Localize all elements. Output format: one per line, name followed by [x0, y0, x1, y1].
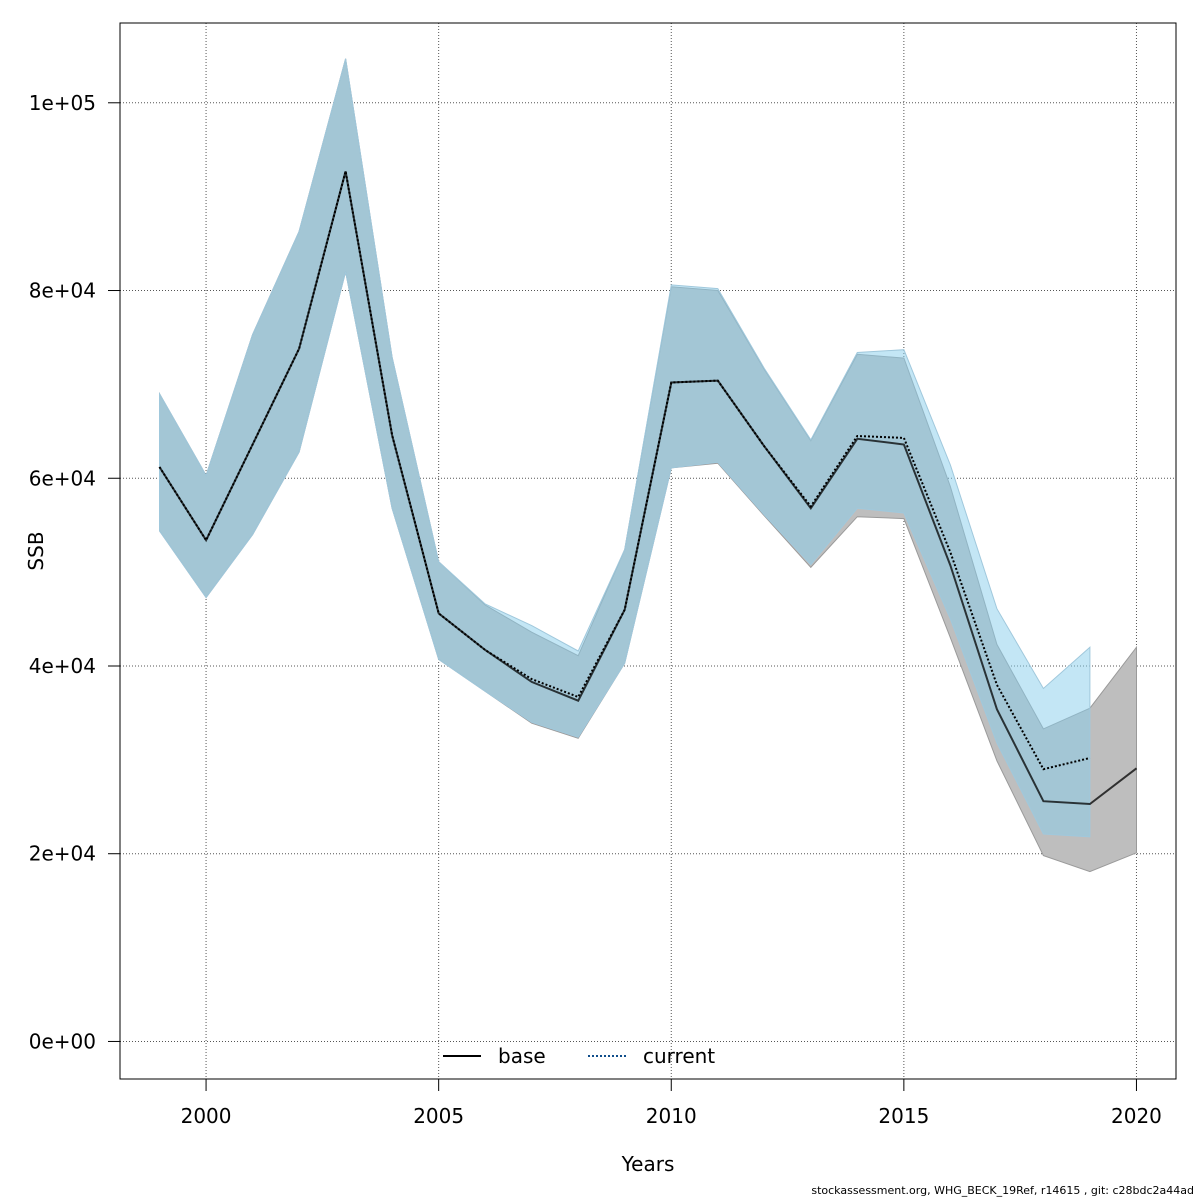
confidence-bands [159, 58, 1137, 873]
x-axis: 2000 2005 2010 2015 2020 [181, 1079, 1162, 1128]
legend: base current [443, 1044, 715, 1068]
y-tick-label-2e+04: 2e+04 [29, 842, 96, 866]
y-tick-label-1e+05: 1e+05 [29, 91, 96, 115]
y-tick-label-6e+04: 6e+04 [29, 466, 96, 490]
series-line-current [158, 171, 1091, 771]
x-tick-label-2020: 2020 [1111, 1104, 1162, 1128]
legend-label-current: current [643, 1044, 715, 1068]
x-tick-label-2010: 2010 [646, 1104, 697, 1128]
x-tick-label-2015: 2015 [878, 1104, 929, 1128]
footer-credit: stockassessment.org, WHG_BECK_19Ref, r14… [811, 1184, 1194, 1197]
y-tick-label-4e+04: 4e+04 [29, 654, 96, 678]
x-tick-label-2000: 2000 [181, 1104, 232, 1128]
y-tick-label-0e+00: 0e+00 [29, 1029, 96, 1053]
legend-label-base: base [498, 1044, 546, 1068]
y-tick-label-8e+04: 8e+04 [29, 279, 96, 303]
x-axis-title: Years [621, 1152, 675, 1176]
plot-frame [119, 22, 1177, 1080]
series-lines [158, 171, 1138, 806]
y-axis-title: SSB [24, 531, 48, 570]
y-axis: 0e+00 2e+04 4e+04 6e+04 8e+04 1e+05 [29, 91, 120, 1053]
x-tick-label-2005: 2005 [413, 1104, 464, 1128]
confidence-band-current [159, 58, 1091, 838]
